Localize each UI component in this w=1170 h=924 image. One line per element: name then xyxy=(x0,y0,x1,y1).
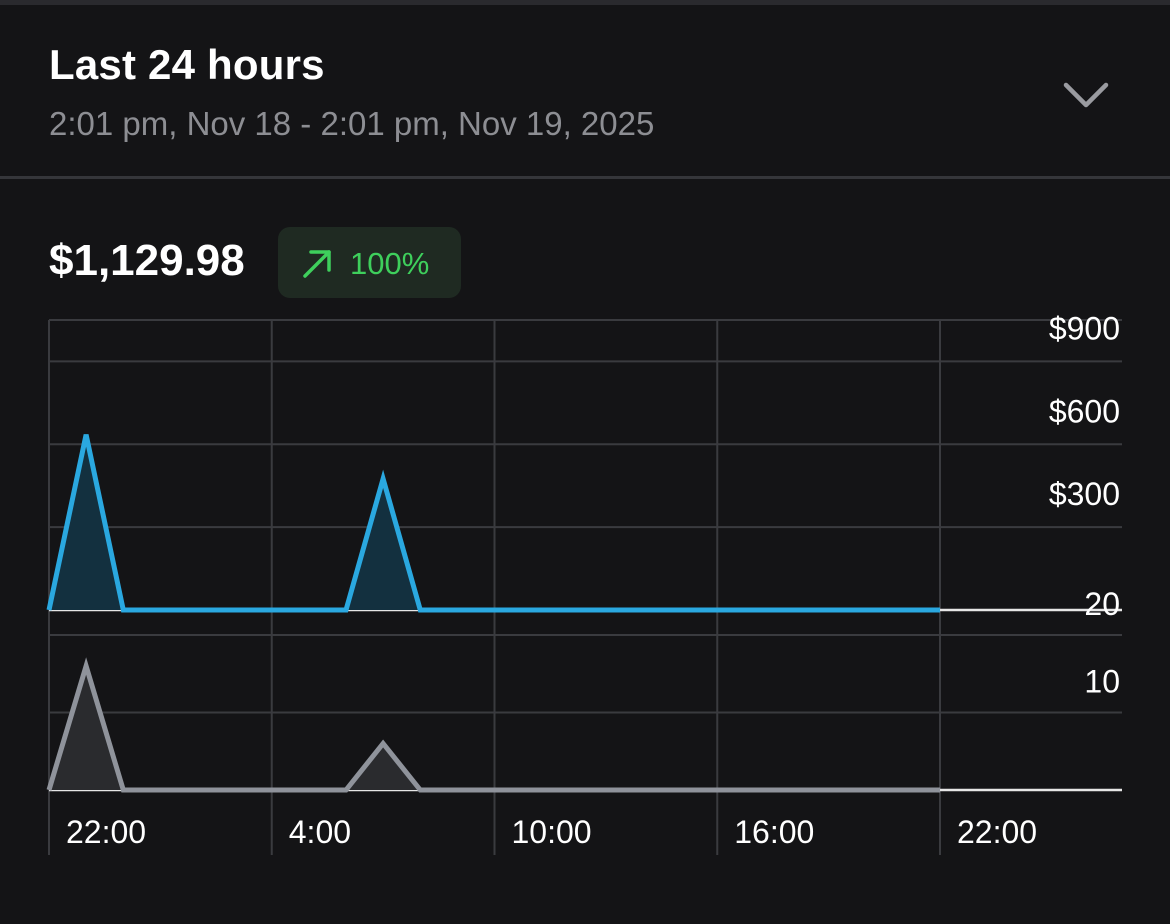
change-badge: 100% xyxy=(278,227,461,298)
range-title: Last 24 hours xyxy=(49,41,325,88)
y-tick-label-revenue: $300 xyxy=(1049,476,1120,512)
series-line-revenue xyxy=(46,434,940,613)
revenue-chart: $300 $600 $900 10 20 22:00 4:00 10:00 16:00 22:00 xyxy=(46,310,1122,855)
y-tick-label-count: 10 xyxy=(1084,664,1120,700)
date-range-selector[interactable]: Last 24 hours 2:01 pm, Nov 18 - 2:01 pm,… xyxy=(0,5,1170,176)
y-tick-label-count: 20 xyxy=(1084,586,1120,622)
y-tick-label-revenue: $900 xyxy=(1049,310,1120,346)
x-tick-label: 22:00 xyxy=(957,814,1037,850)
range-dates: 2:01 pm, Nov 18 - 2:01 pm, Nov 19, 2025 xyxy=(49,105,655,142)
x-tick-label: 10:00 xyxy=(512,814,592,850)
series-line-count xyxy=(46,657,940,793)
x-tick-label: 4:00 xyxy=(289,814,351,850)
top-edge xyxy=(0,0,1170,5)
x-tick-label: 22:00 xyxy=(66,814,146,850)
total-amount: $1,129.98 xyxy=(49,236,245,285)
x-tick-label: 16:00 xyxy=(734,814,814,850)
chevron-down-icon[interactable] xyxy=(1062,77,1110,113)
change-percent: 100% xyxy=(350,246,430,281)
arrow-up-right-icon xyxy=(303,250,331,278)
header-divider xyxy=(0,176,1170,179)
y-tick-label-revenue: $600 xyxy=(1049,393,1120,429)
